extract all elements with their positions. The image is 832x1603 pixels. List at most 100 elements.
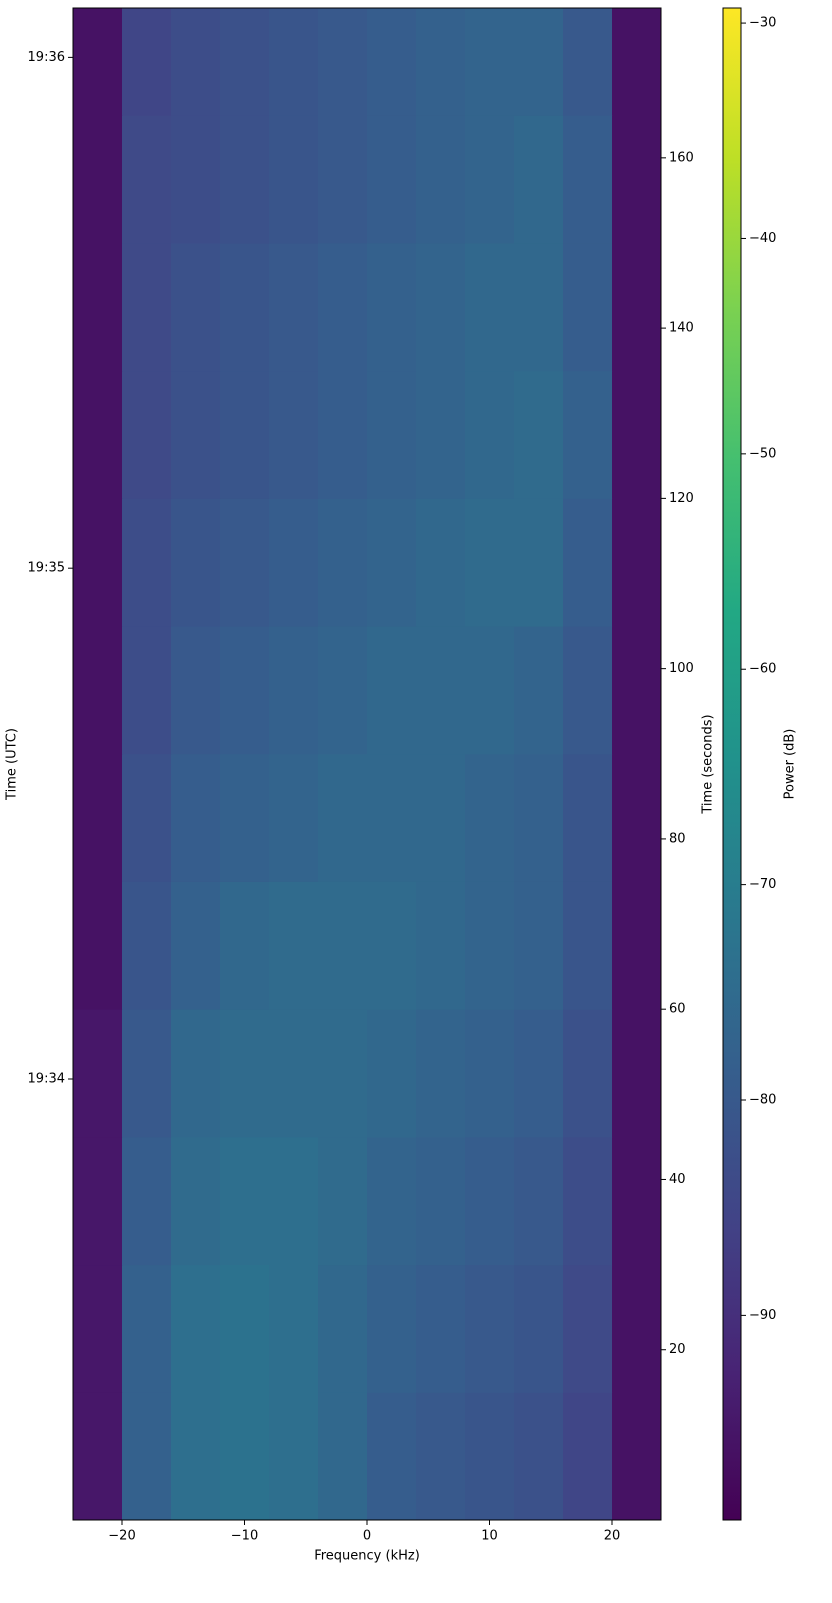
- heatmap-cell: [171, 1136, 221, 1266]
- heatmap-cell: [465, 881, 515, 1010]
- heatmap-cell: [73, 753, 123, 882]
- heatmap-cell: [318, 115, 368, 244]
- y2-tick-label: 100: [669, 661, 694, 676]
- heatmap-cell: [171, 626, 221, 755]
- heatmap-cell: [416, 881, 466, 1010]
- heatmap-cell: [171, 881, 221, 1010]
- heatmap-cell: [269, 1264, 319, 1393]
- heatmap-cell: [612, 1264, 662, 1393]
- heatmap-cell: [514, 8, 564, 116]
- heatmap-cell: [122, 626, 172, 755]
- heatmap-cell: [514, 626, 564, 755]
- heatmap-cell: [269, 1392, 319, 1521]
- heatmap-cell: [367, 753, 417, 882]
- heatmap-cell: [318, 1136, 368, 1266]
- heatmap-cell: [367, 1009, 417, 1138]
- heatmap-cell: [171, 242, 221, 372]
- heatmap-cell: [73, 8, 123, 116]
- heatmap-cell: [171, 1264, 221, 1393]
- heatmap-cell: [220, 242, 270, 372]
- heatmap-cell: [514, 1392, 564, 1521]
- heatmap-cell: [73, 1392, 123, 1521]
- heatmap-cell: [318, 1392, 368, 1521]
- heatmap-cell: [122, 1009, 172, 1138]
- heatmap-cell: [416, 1136, 466, 1266]
- heatmap-cell: [367, 115, 417, 244]
- heatmap-cell: [220, 1136, 270, 1266]
- colorbar-tick-label: −50: [749, 446, 776, 461]
- heatmap-cell: [318, 1264, 368, 1393]
- heatmap-cell: [514, 242, 564, 372]
- y2-tick-label: 60: [669, 1002, 686, 1017]
- heatmap-cell: [220, 753, 270, 882]
- heatmap-cell: [416, 498, 466, 627]
- heatmap-cell: [73, 498, 123, 627]
- y2-tick-label: 160: [669, 150, 694, 165]
- heatmap-cell: [563, 370, 613, 499]
- heatmap-cell: [269, 1009, 319, 1138]
- heatmap-cell: [563, 881, 613, 1010]
- colorbar: [722, 7, 742, 1521]
- heatmap-cell: [171, 753, 221, 882]
- heatmap-cell: [612, 242, 662, 372]
- heatmap-cell: [220, 1392, 270, 1521]
- heatmap-cell: [465, 115, 515, 244]
- heatmap-cell: [367, 1392, 417, 1521]
- heatmap-cell: [220, 626, 270, 755]
- heatmap-cell: [122, 1136, 172, 1266]
- heatmap-cell: [367, 242, 417, 372]
- x-tick-label: −10: [231, 1529, 258, 1544]
- heatmap-cell: [318, 8, 368, 116]
- y2-axis-label: Time (seconds): [701, 714, 716, 814]
- heatmap-cell: [465, 242, 515, 372]
- heatmap-cell: [563, 115, 613, 244]
- heatmap-cell: [220, 8, 270, 116]
- heatmap-cell: [73, 370, 123, 499]
- heatmap: [73, 8, 662, 1521]
- heatmap-cell: [612, 626, 662, 755]
- heatmap-cell: [612, 1009, 662, 1138]
- colorbar-label: Power (dB): [783, 729, 798, 800]
- heatmap-cell: [73, 626, 123, 755]
- heatmap-cell: [318, 881, 368, 1010]
- heatmap-cell: [122, 242, 172, 372]
- colorbar-tick-label: −30: [749, 16, 776, 31]
- heatmap-cell: [318, 242, 368, 372]
- heatmap-cell: [73, 881, 123, 1010]
- heatmap-cell: [563, 1136, 613, 1266]
- heatmap-cell: [514, 115, 564, 244]
- heatmap-cell: [612, 881, 662, 1010]
- heatmap-cell: [563, 1009, 613, 1138]
- heatmap-cell: [73, 115, 123, 244]
- y2-tick-label: 20: [669, 1342, 686, 1357]
- heatmap-cell: [73, 1136, 123, 1266]
- heatmap-cell: [416, 370, 466, 499]
- heatmap-cell: [465, 1392, 515, 1521]
- x-tick-label: 10: [481, 1529, 498, 1544]
- colorbar-tick-label: −90: [749, 1308, 776, 1323]
- heatmap-cell: [220, 370, 270, 499]
- heatmap-cell: [514, 753, 564, 882]
- heatmap-cell: [612, 1392, 662, 1521]
- heatmap-cell: [73, 1264, 123, 1393]
- heatmap-cell: [73, 242, 123, 372]
- heatmap-cell: [563, 242, 613, 372]
- y-tick-label: 19:35: [28, 561, 65, 576]
- heatmap-cell: [563, 1264, 613, 1393]
- heatmap-cell: [122, 498, 172, 627]
- heatmap-cell: [416, 1264, 466, 1393]
- heatmap-cell: [465, 753, 515, 882]
- heatmap-cell: [367, 881, 417, 1010]
- heatmap-cell: [220, 498, 270, 627]
- heatmap-cell: [514, 1136, 564, 1266]
- heatmap-cell: [563, 626, 613, 755]
- heatmap-cell: [220, 881, 270, 1010]
- heatmap-cell: [367, 1264, 417, 1393]
- heatmap-cell: [563, 8, 613, 116]
- heatmap-cell: [367, 1136, 417, 1266]
- y2-tick-label: 40: [669, 1172, 686, 1187]
- y2-tick-label: 140: [669, 321, 694, 336]
- heatmap-cell: [612, 370, 662, 499]
